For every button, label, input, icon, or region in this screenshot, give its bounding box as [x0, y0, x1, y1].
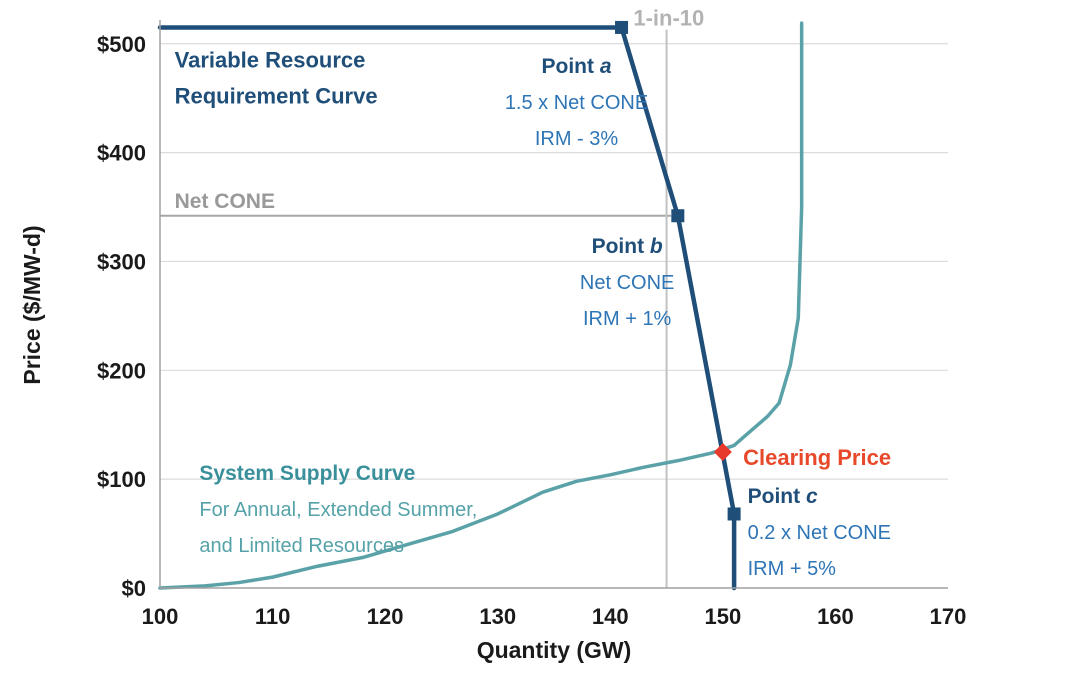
point-a-label-line-2: 1.5 x Net CONE — [505, 92, 648, 114]
point-c-label-line-2: 0.2 x Net CONE — [748, 522, 891, 544]
x-tick-label: 140 — [592, 604, 629, 629]
point-b-label: Point b Net CONE IRM + 1% — [580, 235, 674, 330]
clearing-price-marker — [713, 442, 732, 461]
supply-curve-label-line-3: and Limited Resources — [199, 535, 404, 557]
one-in-ten-label: 1-in-10 — [633, 5, 704, 30]
supply-curve-label-line-2: For Annual, Extended Summer, — [199, 499, 477, 521]
y-tick-label: $300 — [97, 249, 146, 274]
y-tick-label: $500 — [97, 32, 146, 57]
point-c-marker — [727, 507, 741, 521]
y-axis-title: Price ($/MW-d) — [19, 225, 45, 384]
point-b-label-line-3: IRM + 1% — [583, 308, 672, 330]
x-tick-label: 160 — [817, 604, 854, 629]
supply-curve-label-line-1: System Supply Curve — [199, 462, 415, 485]
clearing-price-label: Clearing Price — [743, 445, 891, 470]
one-in-ten-label-line-1: 1-in-10 — [633, 5, 704, 30]
point-b-marker — [671, 209, 685, 223]
point-a-label: Point a 1.5 x Net CONE IRM - 3% — [505, 55, 648, 150]
x-axis-title: Quantity (GW) — [477, 637, 632, 663]
x-tick-label: 120 — [367, 604, 404, 629]
vrr-curve-label-line-2: Requirement Curve — [175, 84, 378, 109]
vrr-curve-label: Variable Resource Requirement Curve — [175, 48, 378, 109]
y-tick-label: $400 — [97, 141, 146, 166]
point-a-marker — [615, 20, 629, 34]
x-tick-label: 110 — [255, 604, 291, 629]
point-a-label-line-3: IRM - 3% — [535, 128, 619, 150]
point-c-label-line-1: Point c — [748, 485, 818, 508]
net-cone-label: Net CONE — [175, 190, 275, 213]
vrr-curve-label-line-1: Variable Resource — [175, 48, 366, 73]
point-b-label-line-2: Net CONE — [580, 272, 674, 294]
system-supply-curve — [158, 21, 804, 590]
x-tick-label: 150 — [704, 604, 741, 629]
point-a-label-line-1: Point a — [542, 55, 612, 78]
clearing-price-label-line-1: Clearing Price — [743, 445, 891, 470]
x-tick-label: 170 — [930, 604, 967, 629]
point-c-label: Point c 0.2 x Net CONE IRM + 5% — [748, 485, 891, 580]
y-tick-label: $200 — [97, 358, 146, 383]
net-cone-label-line-1: Net CONE — [175, 190, 275, 213]
x-tick-label: 100 — [142, 604, 179, 629]
y-tick-label: $0 — [122, 576, 146, 601]
point-b-label-line-1: Point b — [592, 235, 663, 258]
y-tick-label: $100 — [97, 467, 146, 492]
x-tick-label: 130 — [479, 604, 516, 629]
point-c-label-line-3: IRM + 5% — [748, 558, 837, 580]
supply-curve-label: System Supply Curve For Annual, Extended … — [199, 462, 477, 557]
